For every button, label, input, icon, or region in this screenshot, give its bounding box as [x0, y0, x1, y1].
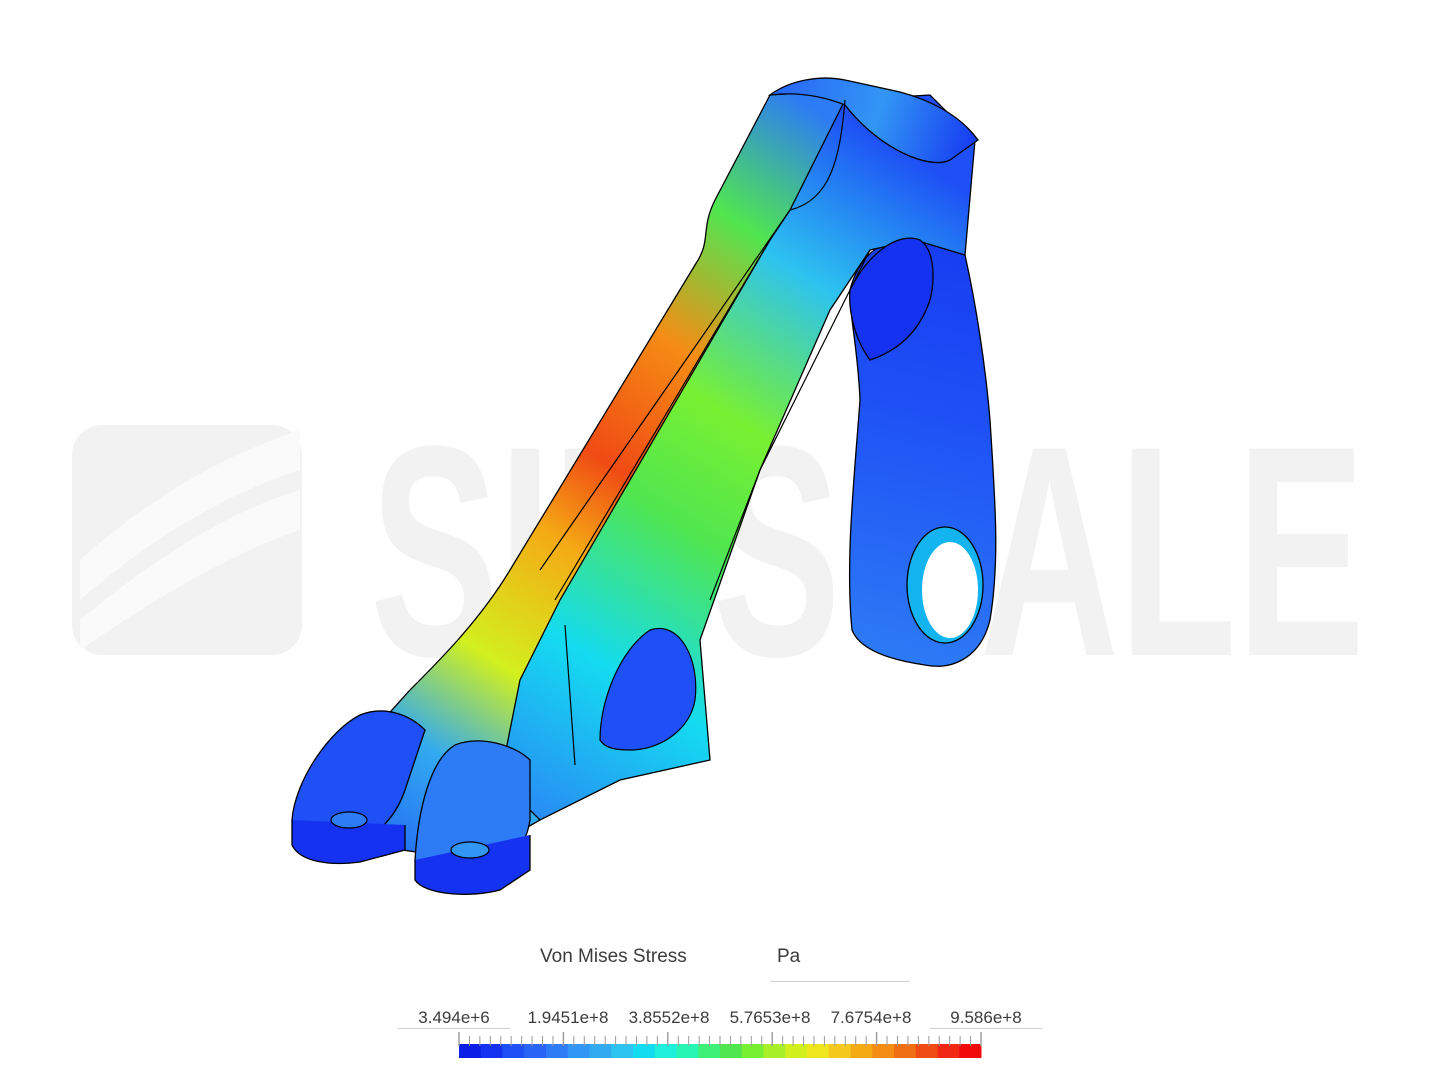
colorbar-segment [872, 1044, 895, 1058]
arch-hole [849, 237, 934, 361]
colorbar-segment [459, 1044, 482, 1058]
colorbar-segment [676, 1044, 699, 1058]
bracket-model[interactable]: SIMSCALE [0, 0, 1440, 930]
colorbar-segment [524, 1044, 547, 1058]
beam-top-face [767, 77, 979, 164]
colorbar-segment [546, 1044, 569, 1058]
legend-title: Von Mises Stress [540, 946, 687, 967]
right-bolt-hole [450, 841, 490, 859]
colorbar-segment [937, 1044, 960, 1058]
colorbar-segment [807, 1044, 830, 1058]
legend-tick-label: 3.494e+6 [418, 1008, 490, 1027]
colorbar-segment [785, 1044, 808, 1058]
beam-middle-face [499, 94, 976, 821]
colorbar-segment [654, 1044, 677, 1058]
legend-tick-label: 7.6754e+8 [830, 1008, 912, 1027]
colorbar-segment [894, 1044, 917, 1058]
legend-tick-label: 5.7653e+8 [729, 1008, 811, 1027]
left-bolt-hole [330, 811, 368, 829]
colorbar-segment [720, 1044, 743, 1058]
legend-tick-label: 1.9451e+8 [527, 1008, 609, 1027]
colorbar-segment [698, 1044, 721, 1058]
simulation-viewport[interactable]: SIMSCALE [0, 0, 1440, 930]
colorbar-segment [589, 1044, 612, 1058]
colorbar-segment [480, 1044, 503, 1058]
legend-tick-label: 9.586e+8 [950, 1008, 1022, 1027]
colorbar-segment [915, 1044, 938, 1058]
colorbar-segment [741, 1044, 764, 1058]
colorbar-segment [633, 1044, 656, 1058]
colorbar [458, 1032, 982, 1058]
lower-cutout [599, 627, 697, 751]
colorbar-segment [502, 1044, 525, 1058]
colorbar-segment [959, 1044, 982, 1058]
colorbar-segment [567, 1044, 590, 1058]
colorbar-segment [611, 1044, 634, 1058]
min-label-underline [398, 1028, 510, 1029]
colorbar-segment [850, 1044, 873, 1058]
unit-underline [770, 981, 910, 982]
max-label-underline [930, 1028, 1042, 1029]
colorbar-segment [763, 1044, 786, 1058]
legend-unit: Pa [777, 946, 801, 967]
colorbar-segment [828, 1044, 851, 1058]
legend-tick-label: 3.8552e+8 [628, 1008, 710, 1027]
